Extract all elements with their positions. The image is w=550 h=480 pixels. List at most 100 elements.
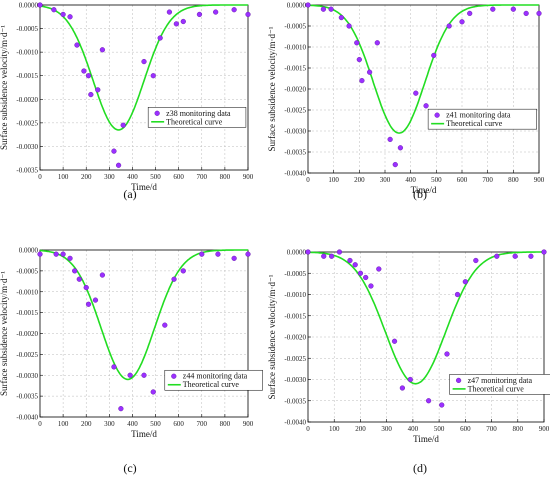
- data-point: [37, 2, 43, 8]
- data-point: [37, 251, 43, 257]
- data-point: [459, 19, 465, 25]
- y-axis-label: Surface subsidence velocity/m·d⁻¹: [0, 271, 9, 396]
- y-tick-label: 0.0000: [287, 2, 307, 10]
- data-point: [111, 364, 117, 370]
- data-point: [162, 322, 168, 328]
- x-tick-label: 600: [173, 173, 184, 181]
- x-tick-label: 300: [381, 425, 392, 433]
- data-point: [83, 284, 89, 291]
- data-point: [111, 148, 117, 154]
- legend-label-points: z44 monitoring data: [183, 372, 248, 381]
- legend-box: [449, 374, 550, 395]
- legend-box: [164, 369, 263, 391]
- y-tick-label: -0.0025: [284, 107, 306, 115]
- y-tick-label: -0.0020: [16, 96, 38, 104]
- y-tick-label: -0.0035: [284, 397, 306, 405]
- data-point: [95, 87, 101, 93]
- x-tick-label: 700: [482, 176, 493, 184]
- legend-box: [427, 108, 537, 130]
- data-point: [180, 268, 186, 274]
- y-tick-label: -0.0015: [16, 72, 38, 80]
- data-point: [88, 91, 94, 98]
- y-tick-label: -0.0015: [284, 312, 306, 320]
- data-point: [81, 68, 87, 74]
- y-tick-label: -0.0010: [284, 44, 306, 52]
- data-point: [426, 398, 432, 404]
- data-point: [99, 272, 106, 278]
- data-point: [115, 162, 122, 168]
- x-axis-label: Time/d: [131, 182, 157, 192]
- data-point: [541, 249, 547, 255]
- x-tick-label: 400: [127, 173, 138, 181]
- y-tick-label: -0.0040: [16, 414, 38, 422]
- data-point: [231, 7, 237, 13]
- theoretical-curve: [40, 249, 248, 381]
- data-point: [399, 385, 406, 391]
- y-tick-label: -0.0025: [284, 355, 306, 363]
- y-tick-label: -0.0030: [284, 376, 306, 384]
- x-tick-label: 100: [58, 173, 69, 181]
- y-axis-label: Surface subsidence velocity/m·d⁻¹: [0, 25, 9, 150]
- chart-panel-2: 0 100 200 300 400 500 600 700 800 900 0.0000 -0.000…: [267, 2, 545, 202]
- data-point: [150, 73, 156, 79]
- y-tick-label: -0.0040: [284, 419, 306, 427]
- chart-panel-3: 0 100 200 300 400 500 600 700 800 900 0.0000 -0.000…: [0, 247, 263, 475]
- data-point: [60, 11, 66, 18]
- data-point: [118, 406, 124, 412]
- data-point: [336, 249, 343, 255]
- data-point: [245, 11, 251, 18]
- data-point: [85, 73, 92, 79]
- x-tick-label: 700: [197, 173, 208, 181]
- data-point: [150, 389, 156, 395]
- data-point: [423, 103, 429, 109]
- data-point: [356, 56, 362, 63]
- data-point: [141, 372, 147, 378]
- x-tick-label: 100: [328, 176, 339, 184]
- x-tick-label: 300: [104, 420, 115, 428]
- y-tick-label: -0.0005: [16, 25, 38, 33]
- x-tick-label: 900: [243, 173, 254, 181]
- data-point: [357, 270, 364, 276]
- data-point: [359, 77, 365, 84]
- x-tick-label: 0: [38, 420, 42, 428]
- x-tick-label: 700: [486, 425, 497, 433]
- x-tick-label: 800: [508, 176, 519, 184]
- data-point: [473, 257, 479, 264]
- x-tick-label: 800: [220, 173, 231, 181]
- x-tick-label: 200: [355, 425, 366, 433]
- legend-label-points: z41 monitoring data: [446, 111, 511, 120]
- data-point: [352, 262, 358, 268]
- y-tick-label: -0.0035: [284, 149, 306, 157]
- y-tick-label: -0.0015: [284, 65, 306, 73]
- data-point: [439, 402, 445, 408]
- data-point: [376, 266, 382, 272]
- y-tick-label: -0.0020: [16, 330, 38, 338]
- data-point: [196, 11, 203, 18]
- data-point: [76, 276, 82, 282]
- data-point: [321, 253, 327, 259]
- data-point: [510, 6, 516, 12]
- data-point: [431, 52, 437, 59]
- y-tick-label: -0.0030: [16, 143, 38, 151]
- x-tick-label: 200: [354, 176, 365, 184]
- panel-caption: (a): [123, 187, 136, 201]
- x-tick-label: 300: [104, 173, 115, 181]
- x-tick-label: 600: [457, 176, 468, 184]
- x-tick-label: 0: [38, 173, 42, 181]
- x-tick-label: 200: [81, 173, 92, 181]
- y-axis-label: Surface subsidence velocity/m·d⁻¹: [267, 26, 277, 151]
- plot-frame: [39, 4, 249, 171]
- x-tick-label: 100: [329, 425, 340, 433]
- legend-marker-points: [456, 377, 462, 384]
- data-point: [347, 257, 353, 264]
- data-point: [67, 14, 73, 20]
- theoretical-curve: [307, 251, 544, 385]
- legend-label-points: z47 monitoring data: [468, 376, 533, 385]
- data-point: [354, 40, 360, 46]
- y-tick-label: -0.0005: [284, 23, 306, 31]
- data-point: [536, 10, 542, 17]
- y-tick-label: -0.0020: [284, 334, 306, 342]
- data-point: [368, 283, 374, 289]
- data-point: [171, 276, 177, 282]
- data-point: [392, 162, 398, 168]
